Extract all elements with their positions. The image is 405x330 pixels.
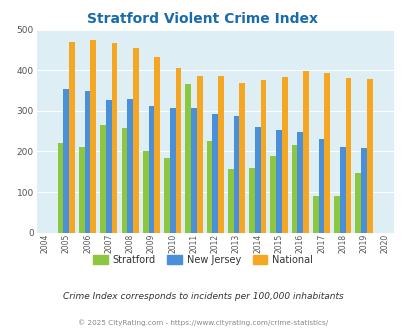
Bar <box>233 116 239 233</box>
Bar <box>345 79 350 233</box>
Bar <box>196 76 202 233</box>
Bar <box>169 108 175 233</box>
Bar <box>318 139 324 233</box>
Bar <box>270 155 275 233</box>
Bar <box>85 91 90 233</box>
Bar <box>217 76 223 233</box>
Legend: Stratford, New Jersey, National: Stratford, New Jersey, National <box>89 251 316 269</box>
Bar <box>239 83 245 233</box>
Bar <box>291 145 296 233</box>
Bar <box>148 106 154 233</box>
Bar <box>191 108 196 233</box>
Bar <box>249 168 254 233</box>
Bar <box>106 100 111 233</box>
Bar <box>227 169 233 233</box>
Bar <box>175 68 181 233</box>
Bar <box>366 79 372 233</box>
Bar <box>339 148 345 233</box>
Bar <box>281 77 287 233</box>
Bar <box>58 143 63 233</box>
Bar <box>303 71 308 233</box>
Bar <box>354 173 360 233</box>
Bar <box>333 196 339 233</box>
Bar <box>260 80 266 233</box>
Bar <box>69 42 75 233</box>
Bar <box>185 84 191 233</box>
Bar <box>206 141 212 233</box>
Bar <box>100 125 106 233</box>
Bar <box>296 132 303 233</box>
Bar <box>133 48 139 233</box>
Bar <box>312 196 318 233</box>
Bar <box>360 148 366 233</box>
Bar <box>275 130 281 233</box>
Bar <box>127 99 133 233</box>
Bar <box>324 73 329 233</box>
Bar <box>79 148 85 233</box>
Bar <box>111 43 117 233</box>
Bar <box>143 151 148 233</box>
Text: © 2025 CityRating.com - https://www.cityrating.com/crime-statistics/: © 2025 CityRating.com - https://www.city… <box>78 319 327 326</box>
Text: Stratford Violent Crime Index: Stratford Violent Crime Index <box>87 12 318 25</box>
Bar <box>63 89 69 233</box>
Text: Crime Index corresponds to incidents per 100,000 inhabitants: Crime Index corresponds to incidents per… <box>62 292 343 301</box>
Bar <box>254 127 260 233</box>
Bar <box>90 40 96 233</box>
Bar <box>164 157 169 233</box>
Bar <box>154 57 160 233</box>
Bar <box>212 114 217 233</box>
Bar <box>121 128 127 233</box>
